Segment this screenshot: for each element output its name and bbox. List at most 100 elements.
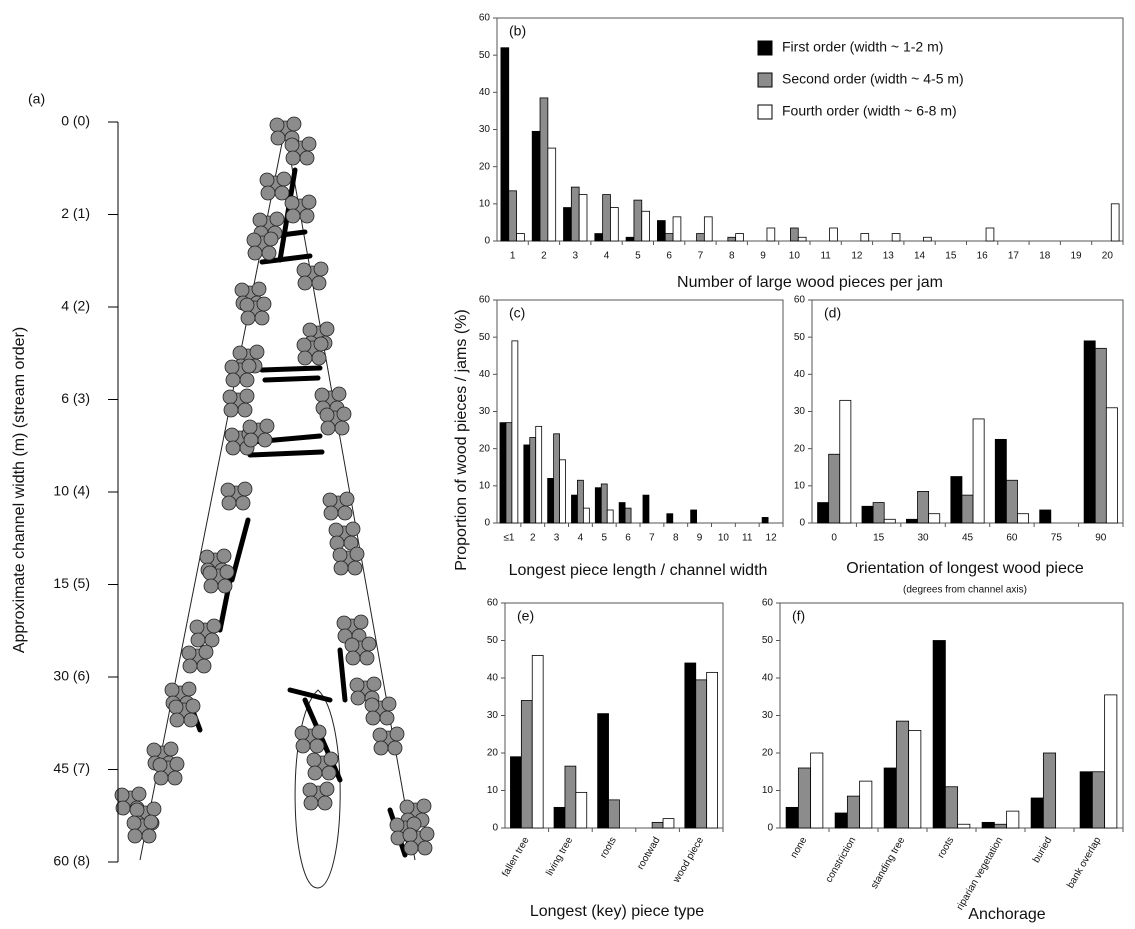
x-axis-title: Anchorage [968,906,1045,923]
tree-crown [306,751,339,781]
tree-crown [242,418,275,448]
tree-crown [189,618,222,648]
crown-lobe [246,232,262,248]
crown-lobe [349,677,365,693]
y-tick-label: 20 [479,443,491,454]
tree-crown [294,724,327,754]
crown-lobe [199,549,215,565]
crown-lobe [319,781,335,797]
crown-lobe [389,817,405,833]
crown-lobe [334,420,350,436]
tree-crown [246,231,279,261]
bar [917,491,930,524]
bar [828,453,841,524]
tree-crown [302,781,335,811]
crown-lobe [242,419,258,435]
bar [1017,513,1029,524]
bar [553,433,560,524]
panel-label: (c) [509,305,525,321]
y-tick-label: 60 [479,13,491,24]
crown-lobe [181,645,197,661]
tree-crown [402,826,435,856]
bar [563,207,572,242]
bar [606,509,614,524]
x-tick-label: 5 [635,251,641,262]
crown-lobe [237,402,253,418]
x-tick-label: 15 [945,251,957,262]
x-tick-label: 11 [742,533,753,544]
crown-lobe [309,738,325,754]
tree-crown [349,676,382,706]
crown-lobe [234,282,250,298]
x-tick-label: 19 [1070,251,1082,262]
crown-lobe [240,310,256,326]
tree-crown [284,136,317,166]
crown-lobe [361,636,377,652]
x-axis-title: Longest piece length / channel width [509,562,768,579]
crown-lobe [317,795,333,811]
crown-lobe [284,137,300,153]
crown-lobe [237,481,253,497]
x-tick-label: standing tree [869,835,908,891]
x-tick-label: 1 [510,251,516,262]
bar [608,799,620,829]
x-tick-label: 20 [1102,251,1114,262]
bar [1104,694,1118,829]
crown-lobe [403,840,419,856]
bar [520,700,533,829]
legend-label: First order (width ~ 1-2 m) [782,39,943,55]
y-tick-label: 40 [762,673,774,684]
tree-crown [202,564,235,594]
bar [662,818,675,829]
crown-lobe [198,644,214,660]
bar [618,502,626,524]
bar [993,823,1008,829]
crown-lobe [302,322,318,338]
bar [597,713,609,829]
x-axis-subtitle: (degrees from channel axis) [903,585,1027,596]
x-tick-label: 12 [766,533,778,544]
y-tick-label: 30 [479,124,491,135]
x-axis-title: Orientation of longest wood piece [846,560,1084,577]
tree-crown [284,194,317,224]
y-tick-label: 0 [492,823,498,834]
crown-lobe [259,418,275,434]
x-tick-label: 8 [729,251,735,262]
y-tick-label: 50 [794,332,806,343]
bar [564,765,577,829]
crown-lobe [127,828,143,844]
bar [932,640,946,829]
crown-lobe [202,565,218,581]
bar [883,767,897,829]
crown-lobe [185,698,201,714]
x-tick-label: 11 [820,251,831,262]
bar [1094,347,1107,524]
crown-lobe [345,650,361,666]
x-tick-label: 12 [851,251,863,262]
bar [944,786,959,829]
bar [642,494,650,524]
crown-lobe [311,724,327,740]
crown-lobe [419,826,435,842]
bar [834,812,848,829]
crown-lobe [206,618,222,634]
x-tick-label: 3 [572,251,578,262]
crown-lobe [323,751,339,767]
x-tick-label: rootwad [635,835,662,871]
bar [895,720,910,829]
bar [672,216,682,242]
crown-lobe [373,740,389,756]
crown-lobe [332,547,348,563]
crown-lobe [260,185,276,201]
crown-lobe [249,344,265,360]
crown-lobe [399,799,415,815]
crown-lobe [252,212,268,228]
x-tick-label: bank overlap [1065,835,1103,890]
x-axis-title: Longest (key) piece type [530,903,704,920]
crown-lobe [131,786,147,802]
bar [657,220,666,242]
legend-swatch [757,72,773,88]
bar [972,418,985,524]
bar [547,147,557,242]
